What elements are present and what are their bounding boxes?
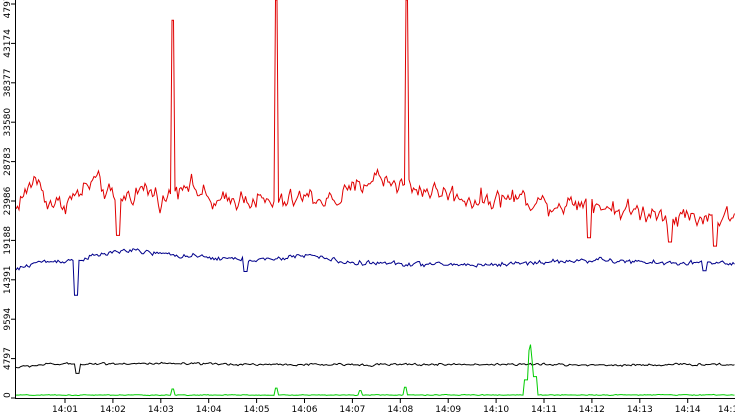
series-layer — [15, 0, 735, 397]
x-tick-label: 14:03 — [148, 405, 174, 415]
x-tick-label: 14:01 — [52, 405, 78, 415]
x-tick-label: 14:14 — [675, 405, 701, 415]
y-tick-label: 47972 — [3, 0, 13, 18]
x-ticks: 14:01 14:02 14:03 14:04 14:05 14:06 14:07 14:08… — [52, 398, 735, 415]
y-tick-label: 0 — [3, 392, 13, 398]
series-line-3 — [15, 361, 735, 374]
x-tick-label: 14:13 — [627, 405, 653, 415]
x-tick-label: 14:1 — [718, 405, 735, 415]
x-tick-label: 14:11 — [531, 405, 557, 415]
series-line-2 — [15, 248, 735, 296]
y-tick-label: 38377 — [3, 68, 13, 97]
y-tick-label: 28783 — [3, 147, 13, 176]
x-tick-label: 14:06 — [292, 405, 318, 415]
series-line-1 — [15, 0, 735, 247]
y-tick-label: 14391 — [3, 265, 13, 294]
y-tick-label: 33580 — [3, 108, 13, 137]
x-tick-label: 14:02 — [100, 405, 126, 415]
y-tick-label: 4797 — [3, 347, 13, 370]
x-tick-label: 14:12 — [579, 405, 605, 415]
y-tick-label: 19188 — [3, 226, 13, 255]
x-tick-label: 14:07 — [339, 405, 365, 415]
y-tick-label: 23986 — [3, 186, 13, 215]
x-tick-label: 14:04 — [196, 405, 222, 415]
series-line-4 — [15, 344, 735, 397]
x-tick-label: 14:09 — [435, 405, 461, 415]
axes-layer — [15, 0, 735, 399]
y-tick-label: 43174 — [3, 29, 13, 58]
y-tick-label: 9594 — [3, 307, 13, 330]
x-tick-label: 14:05 — [244, 405, 270, 415]
y-ticks: 0 4797 9594 14391 19188 23986 28783 33580 38377 4… — [3, 0, 15, 399]
x-tick-label: 14:10 — [483, 405, 509, 415]
x-tick-label: 14:08 — [387, 405, 413, 415]
